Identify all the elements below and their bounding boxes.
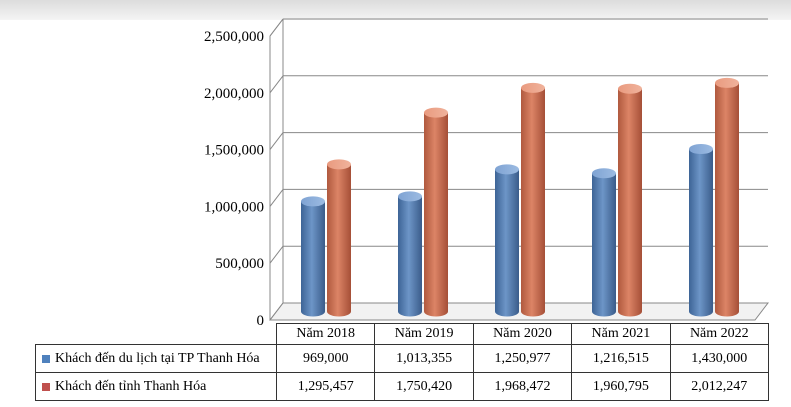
- bar-red: [424, 107, 449, 317]
- cylinder-body: [715, 82, 739, 317]
- cylinder-top: [689, 144, 713, 155]
- cylinder-body: [689, 149, 713, 317]
- y-tick-label: 1,000,000: [204, 199, 264, 215]
- table-value-cell: 1,750,420: [375, 373, 474, 401]
- table-header-year: Năm 2021: [572, 323, 671, 345]
- table-header-year: Năm 2018: [277, 323, 376, 345]
- data-table: Năm 2018 Năm 2019 Năm 2020 Năm 2021 Năm 2022…: [35, 323, 769, 401]
- cylinder-top: [301, 196, 325, 207]
- gridline-side: [269, 75, 284, 94]
- y-tick-label: 1,500,000: [204, 143, 264, 159]
- bar-blue: [301, 196, 325, 317]
- cylinder-body: [327, 164, 351, 317]
- cylinder-top: [495, 164, 519, 175]
- table-value-cell: 969,000: [277, 345, 376, 373]
- cylinder-body: [618, 88, 642, 317]
- cylinder-top: [715, 77, 739, 88]
- legend-swatch: [42, 354, 50, 363]
- table-value-cell: 1,968,472: [473, 373, 573, 401]
- bar-blue: [689, 144, 713, 317]
- bar-blue: [495, 164, 519, 317]
- bar-blue: [592, 168, 616, 317]
- bar-red: [715, 77, 739, 317]
- legend-series-name: Khách đến tỉnh Thanh Hóa: [55, 378, 207, 394]
- legend-row-label: Khách đến tỉnh Thanh Hóa: [35, 373, 277, 401]
- cylinder-top: [618, 83, 642, 94]
- cylinder-top: [521, 82, 545, 93]
- gridline-side: [269, 18, 284, 37]
- cylinder-top: [424, 107, 448, 118]
- bars: [301, 77, 739, 317]
- window-top-bar: [0, 0, 791, 20]
- legend-swatch: [42, 382, 50, 391]
- bar-red: [521, 82, 545, 317]
- cylinder-body: [398, 196, 422, 317]
- bar-red: [618, 83, 642, 317]
- cylinder-top: [592, 168, 616, 179]
- table-value-cell: 1,250,977: [473, 345, 573, 373]
- gridline-side: [269, 189, 284, 207]
- table-header-year: Năm 2019: [375, 323, 474, 345]
- bar-blue: [398, 191, 422, 317]
- cylinder-top: [398, 191, 422, 202]
- table-value-cell: 1,960,795: [572, 373, 671, 401]
- y-tick-label: 0: [257, 313, 265, 329]
- table-value-cell: 1,430,000: [670, 345, 769, 373]
- table-corner: [35, 323, 277, 345]
- y-tick-label: 2,000,000: [204, 86, 264, 102]
- legend-row-label: Khách đến du lịch tại TP Thanh Hóa: [35, 345, 277, 373]
- bar-red: [327, 159, 351, 317]
- table-value-cell: 1,295,457: [277, 373, 376, 401]
- cylinder-body: [592, 173, 616, 317]
- y-axis: 0 500,000 1,000,000 1,500,000 2,000,000 2,500…: [204, 29, 264, 329]
- cylinder-body: [521, 87, 545, 317]
- table-header-year: Năm 2020: [473, 323, 573, 345]
- y-tick-label: 500,000: [215, 256, 264, 272]
- table-value-cell: 1,216,515: [572, 345, 671, 373]
- cylinder-top: [327, 159, 351, 170]
- table-value-cell: 1,013,355: [375, 345, 474, 373]
- table-value-cell: 2,012,247: [670, 373, 769, 401]
- table-header-year: Năm 2022: [670, 323, 769, 345]
- legend-series-name: Khách đến du lịch tại TP Thanh Hóa: [55, 350, 260, 366]
- y-tick-label: 2,500,000: [204, 29, 264, 45]
- gridline-side: [269, 302, 284, 321]
- cylinder-body: [495, 169, 519, 317]
- cylinder-body: [424, 112, 449, 317]
- gridline-side: [269, 132, 284, 150]
- cylinder-body: [301, 201, 325, 317]
- gridline-side: [269, 245, 284, 264]
